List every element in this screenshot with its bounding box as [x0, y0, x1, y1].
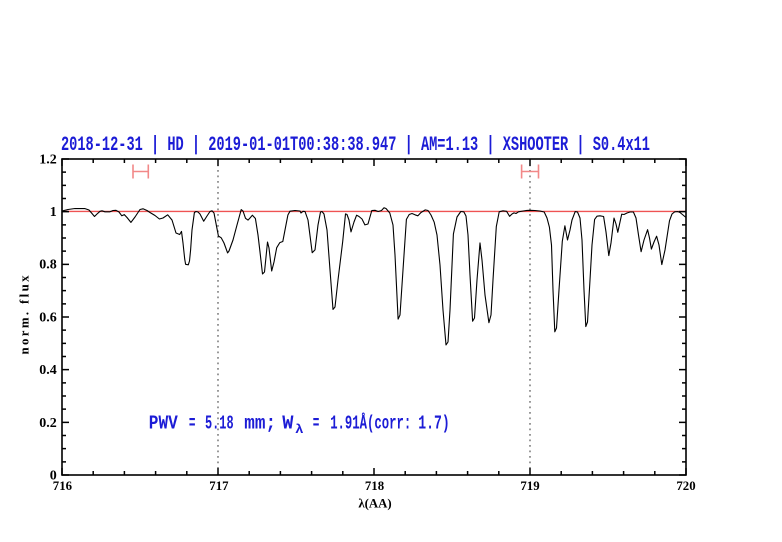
svg-text:1.2: 1.2: [39, 152, 57, 167]
svg-text:1.91Å(corr:: 1.91Å(corr:: [330, 413, 411, 435]
svg-text:=: =: [189, 413, 196, 435]
svg-text:PWV: PWV: [149, 413, 178, 435]
svg-text:2018-12-31 | HD | 2019-01-01T0: 2018-12-31 | HD | 2019-01-01T00:38:38.94…: [61, 134, 650, 157]
svg-text:1.7): 1.7): [418, 413, 450, 435]
svg-text:0.2: 0.2: [39, 416, 57, 431]
svg-text:0.6: 0.6: [39, 310, 57, 325]
svg-text:mm;: mm;: [244, 413, 276, 435]
svg-text:λ: λ: [295, 422, 304, 437]
svg-text:717: 717: [209, 479, 229, 493]
svg-text:718: 718: [365, 479, 384, 493]
svg-text:=: =: [313, 413, 320, 435]
svg-text:λ(AA): λ(AA): [358, 497, 391, 511]
svg-text:norm. flux: norm. flux: [18, 275, 32, 355]
svg-text:716: 716: [53, 479, 73, 493]
svg-text:1: 1: [50, 205, 57, 220]
svg-text:719: 719: [520, 479, 539, 493]
svg-text:0: 0: [50, 468, 57, 483]
svg-text:720: 720: [676, 479, 695, 493]
svg-text:5.18: 5.18: [205, 413, 234, 435]
svg-text:0.4: 0.4: [39, 363, 57, 378]
svg-text:0.8: 0.8: [39, 258, 57, 273]
svg-text:W: W: [282, 413, 294, 435]
